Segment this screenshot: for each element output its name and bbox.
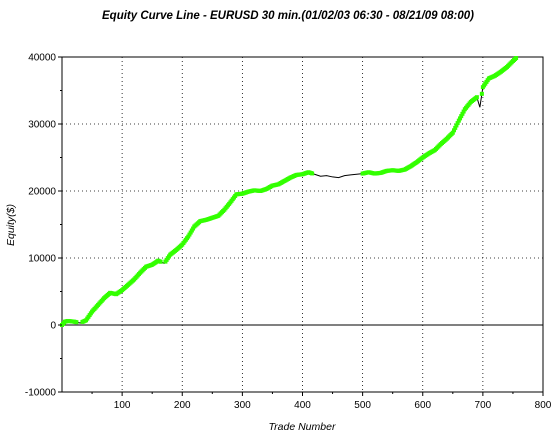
- x-axis-label: Trade Number: [269, 421, 336, 433]
- y-tick-label: -10000: [25, 388, 57, 399]
- new-high-marker: [460, 111, 465, 116]
- new-high-marker: [461, 109, 466, 114]
- new-high-marker: [158, 259, 163, 264]
- new-high-marker: [458, 116, 463, 121]
- x-tick-label: 800: [535, 400, 552, 411]
- new-high-marker: [188, 230, 193, 235]
- chart-title: Equity Curve Line - EURUSD 30 min.(01/02…: [102, 10, 474, 22]
- new-high-marker: [514, 56, 519, 61]
- y-tick-label: 0: [50, 321, 56, 332]
- axis-ticks: [58, 56, 544, 396]
- x-tick-label: 300: [234, 400, 251, 411]
- y-tick-label: 10000: [28, 254, 56, 265]
- new-high-marker: [456, 118, 461, 123]
- new-high-marker: [310, 171, 315, 176]
- new-high-marker: [455, 121, 460, 126]
- x-tick-label: 200: [174, 400, 191, 411]
- x-tick-label: 100: [114, 400, 131, 411]
- new-high-marker: [452, 128, 457, 133]
- y-tick-label: 40000: [28, 53, 56, 64]
- new-high-marker: [186, 234, 191, 239]
- x-tick-label: 700: [475, 400, 492, 411]
- new-high-marker: [479, 91, 484, 96]
- x-tick-labels: 100 200 300 400 500 600 700 800: [114, 400, 552, 411]
- new-high-marker: [189, 228, 194, 233]
- new-high-marker: [450, 130, 455, 135]
- new-high-marker: [459, 114, 464, 119]
- y-axis-label: Equity($): [5, 204, 17, 246]
- new-high-marker: [453, 125, 458, 130]
- y-tick-label: 20000: [28, 187, 56, 198]
- new-high-markers: [60, 56, 519, 327]
- x-tick-label: 500: [354, 400, 371, 411]
- y-tick-labels: -10000 0 10000 20000 30000 40000: [25, 53, 57, 399]
- x-tick-label: 400: [294, 400, 311, 411]
- grid: [62, 57, 543, 392]
- new-high-marker: [454, 123, 459, 128]
- new-high-marker: [74, 320, 79, 325]
- new-high-marker: [474, 95, 479, 100]
- y-tick-label: 30000: [28, 120, 56, 131]
- new-high-marker: [191, 226, 196, 231]
- x-tick-label: 600: [414, 400, 431, 411]
- new-high-marker: [187, 232, 192, 237]
